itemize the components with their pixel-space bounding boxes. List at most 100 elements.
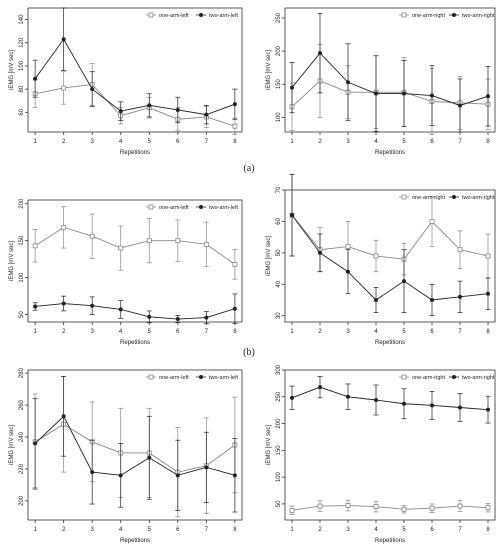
legend-marker <box>199 13 203 17</box>
y-tick-label: 100 <box>19 60 25 71</box>
data-point <box>147 455 152 460</box>
y-tick-label: 140 <box>19 14 25 25</box>
x-tick-label: 2 <box>62 139 66 145</box>
x-tick-label: 6 <box>176 139 180 145</box>
data-point <box>118 307 123 312</box>
data-point <box>374 398 378 402</box>
y-tick-label: 70 <box>276 186 282 193</box>
x-tick-label: 4 <box>374 527 378 533</box>
data-point <box>430 298 434 302</box>
x-tick-label: 5 <box>148 527 152 533</box>
x-tick-label: 4 <box>374 139 378 145</box>
series-line <box>291 386 489 411</box>
y-axis-label: iEMG [mV sec] <box>9 425 15 465</box>
x-tick-label: 8 <box>233 329 237 335</box>
data-point <box>429 505 435 511</box>
data-point <box>346 394 350 399</box>
data-point <box>146 238 152 244</box>
data-point <box>32 243 38 249</box>
x-tick-label: 7 <box>458 139 462 145</box>
y-tick-label: 100 <box>276 471 282 482</box>
data-point <box>118 109 123 114</box>
data-point <box>90 303 95 308</box>
data-point <box>318 250 322 255</box>
panel-label-b: (b) <box>243 347 255 358</box>
data-point <box>289 507 295 513</box>
x-tick-label: 3 <box>91 527 95 533</box>
data-point <box>118 473 123 478</box>
data-point <box>458 103 462 108</box>
legend-marker <box>199 205 203 209</box>
series-two-arm-right <box>289 12 491 133</box>
x-tick-label: 4 <box>119 527 123 533</box>
chart-5: 1 2 3 4 5 6 7 8 200 220 240 260 280 Repetitions iEMG [… <box>9 368 243 544</box>
data-point <box>346 269 350 274</box>
series-two-arm-right <box>289 376 491 424</box>
x-tick-label: 8 <box>233 139 237 145</box>
x-tick-label: 6 <box>430 527 434 533</box>
series-line <box>291 214 489 260</box>
data-point <box>401 506 407 512</box>
data-point <box>61 37 66 42</box>
data-point <box>457 503 463 509</box>
series-line <box>35 84 236 127</box>
x-tick-label: 3 <box>346 329 350 335</box>
legend-label: two-arm-left <box>209 13 239 19</box>
y-tick-label: 200 <box>276 45 282 56</box>
chart-4: 1 2 3 4 5 6 7 8 30 40 50 60 70 Repetitions iEMG [mV se… <box>266 173 496 346</box>
data-point <box>175 238 181 244</box>
data-point <box>373 253 379 259</box>
data-point <box>204 315 209 320</box>
legend-marker <box>452 13 456 17</box>
data-point <box>232 261 238 267</box>
series-line <box>34 423 236 473</box>
data-point <box>290 395 294 400</box>
legend-marker <box>452 375 456 379</box>
y-axis-label: iEMG [mV sec] <box>9 241 15 281</box>
x-tick-label: 7 <box>458 329 462 335</box>
chart-6: 1 2 3 4 5 6 7 8 50 100 150 200 250 300 Repetitions iEMG… <box>266 364 496 544</box>
x-tick-label: 1 <box>33 329 37 335</box>
x-axis-label: Repetitions <box>120 340 150 346</box>
plot-frame <box>27 7 243 133</box>
data-point <box>232 473 237 478</box>
data-point <box>290 85 294 90</box>
legend-label: one-arm-left <box>159 13 189 19</box>
data-point <box>402 279 406 284</box>
y-tick-label: 260 <box>19 399 25 410</box>
data-point <box>485 505 491 511</box>
legend-label: one-arm-left <box>159 375 189 381</box>
data-point <box>458 294 462 299</box>
legend-label: two-arm-right <box>462 13 495 19</box>
data-point <box>203 241 209 247</box>
data-point <box>33 441 38 446</box>
data-point <box>33 76 38 81</box>
x-tick-label: 1 <box>290 527 294 533</box>
x-tick-label: 7 <box>458 527 462 533</box>
legend: one-arm-left two-arm-left <box>146 12 239 19</box>
legend-label: two-arm-right <box>462 375 495 381</box>
y-axis-label: iEMG [mV sec] <box>266 236 272 276</box>
data-point <box>345 244 351 249</box>
x-tick-label: 5 <box>148 139 152 145</box>
series-one-arm-left <box>32 206 238 280</box>
x-tick-label: 4 <box>119 329 123 335</box>
plot-frame <box>27 369 243 521</box>
x-axis-label: Repetitions <box>120 538 150 544</box>
series-line <box>291 80 489 108</box>
data-point <box>118 245 124 251</box>
data-point <box>429 219 435 224</box>
data-point <box>204 112 209 117</box>
x-tick-label: 1 <box>290 139 294 145</box>
y-tick-label: 120 <box>19 37 25 48</box>
data-point <box>175 317 180 322</box>
x-tick-label: 2 <box>318 527 322 533</box>
data-point <box>402 91 406 96</box>
x-tick-label: 3 <box>346 527 350 533</box>
data-point <box>318 385 322 390</box>
y-tick-label: 220 <box>19 463 25 474</box>
legend-label: one-arm-right <box>412 375 445 381</box>
x-axis-label: Repetitions <box>375 150 405 156</box>
